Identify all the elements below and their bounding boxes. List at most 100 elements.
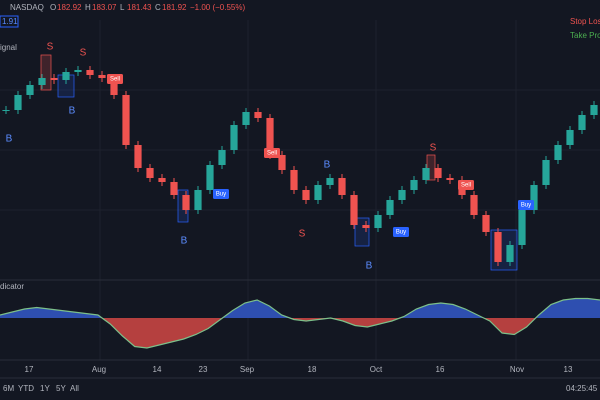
candle [542, 160, 550, 185]
ohlc: O 182.92 H 183.07 L 181.43 C 181.92 −1.00 (−0.55… [50, 3, 245, 12]
candle [470, 195, 478, 215]
signal-letter: B [324, 160, 331, 171]
signal-box [458, 180, 474, 190]
candle [206, 165, 214, 190]
range-button[interactable]: YTD [18, 384, 34, 393]
signal-box [264, 148, 280, 158]
time-label: 18 [308, 365, 317, 374]
time-label: 23 [199, 365, 208, 374]
signal-letter: B [69, 106, 76, 117]
signal-label: Sell [461, 183, 471, 189]
signal-letter: B [6, 134, 13, 145]
panel-title: ignal [0, 43, 17, 52]
candle [170, 182, 178, 195]
signal-letter: S [430, 143, 437, 154]
candle [62, 72, 70, 80]
candle [194, 190, 202, 210]
candle [374, 215, 382, 228]
osc-line [0, 297, 600, 349]
candle [98, 75, 106, 78]
candle [302, 190, 310, 200]
price-tag: 1.91 [2, 17, 18, 26]
signal-label: Buy [396, 230, 406, 236]
candle [122, 95, 130, 145]
candle [38, 78, 46, 85]
range-button[interactable]: 5Y [56, 384, 66, 393]
candle [134, 145, 142, 168]
candle [218, 150, 226, 165]
candles [2, 66, 598, 266]
ohlc-label: H [85, 3, 91, 12]
time-label: Aug [92, 365, 106, 374]
candle [2, 110, 10, 111]
ohlc-value: 182.92 [57, 3, 82, 12]
price-tag-box [0, 15, 19, 28]
candle [590, 105, 598, 115]
time-axis: 17 Aug 14 23 Sep 18 Oct 16 Nov 13 [25, 365, 573, 374]
candle [506, 245, 514, 262]
ohlc-value: 181.92 [162, 3, 187, 12]
candle [266, 118, 274, 155]
candle [158, 178, 166, 182]
clock: 04:25:45 [566, 384, 598, 393]
range-button[interactable]: All [70, 384, 79, 393]
candle [14, 95, 22, 110]
candle [74, 70, 82, 72]
candle [278, 155, 286, 170]
candle [338, 178, 346, 195]
change: −1.00 (−0.55%) [190, 3, 245, 12]
candle [230, 125, 238, 150]
candle [554, 145, 562, 160]
range-button[interactable]: 1Y [40, 384, 50, 393]
candle [182, 195, 190, 210]
time-label: Sep [240, 365, 255, 374]
candle [398, 190, 406, 200]
stop-loss-legend: Stop Los [570, 17, 600, 26]
signal-letter: B [181, 236, 188, 247]
candle [362, 225, 370, 228]
candle [86, 70, 94, 75]
candle [566, 130, 574, 145]
time-label: 17 [25, 365, 34, 374]
signal-letter: B [366, 261, 373, 272]
candle [446, 178, 454, 180]
candle [242, 112, 250, 125]
signal-letter: S [80, 48, 87, 59]
candle [530, 185, 538, 210]
signal-box [213, 189, 229, 199]
signal-letter: S [47, 42, 54, 53]
candle [434, 168, 442, 178]
candle [410, 180, 418, 190]
ohlc-label: O [50, 3, 56, 12]
candle [482, 215, 490, 232]
signal-box [393, 227, 409, 237]
ohlc-label: C [155, 3, 161, 12]
signal-box [518, 200, 534, 210]
signals: S S B B B S B S B Sell Sell Sell Buy Buy Buy [6, 42, 534, 272]
time-label: 16 [436, 365, 445, 374]
candle [326, 178, 334, 185]
ohlc-label: L [120, 3, 125, 12]
candle [110, 78, 118, 95]
candle [578, 115, 586, 130]
red-zones [40, 54, 436, 181]
signal-box [107, 74, 123, 84]
signal-label: Sell [110, 77, 120, 83]
osc-area-up [0, 298, 600, 318]
osc-area-down [0, 318, 600, 348]
signal-label: Sell [267, 151, 277, 157]
ohlc-value: 181.43 [127, 3, 152, 12]
candle [146, 168, 154, 178]
range-button[interactable]: 6M [3, 384, 14, 393]
candle [350, 195, 358, 225]
candle [26, 85, 34, 95]
candle [518, 210, 526, 245]
toolbar: 6M YTD 1Y 5Y All [3, 384, 79, 393]
candle [290, 170, 298, 190]
ohlc-value: 183.07 [92, 3, 117, 12]
candle [422, 168, 430, 180]
indicator-title: dicator [0, 282, 24, 291]
candle [50, 78, 58, 80]
